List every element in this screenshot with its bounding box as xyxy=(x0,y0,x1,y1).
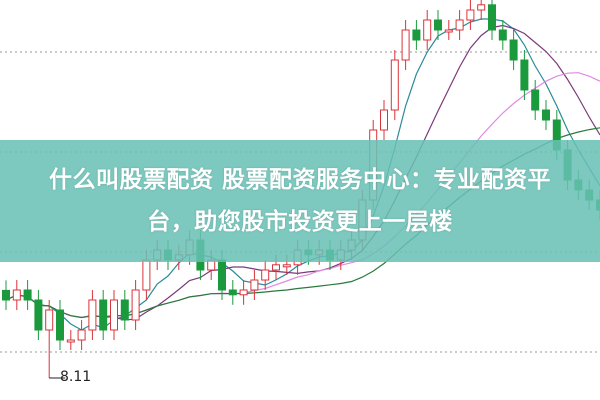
candle-body xyxy=(66,339,75,343)
candle-body xyxy=(466,9,475,21)
candle-body xyxy=(120,299,129,321)
candle-body xyxy=(239,289,248,296)
candle-body xyxy=(423,19,432,41)
candle-body xyxy=(261,269,270,281)
candle-body xyxy=(218,259,226,291)
candle-body xyxy=(142,259,151,291)
candle-body xyxy=(455,19,464,31)
candle-body xyxy=(131,289,140,321)
candle-body xyxy=(542,109,550,121)
candle-body xyxy=(509,39,518,61)
candle-body xyxy=(56,309,64,341)
candle-body xyxy=(272,264,280,271)
banner-title-line-1: 什么叫股票配资 股票配资服务中心：专业配资平 xyxy=(48,167,551,193)
candle-body xyxy=(99,299,108,331)
candle-body xyxy=(434,19,442,31)
candle-body xyxy=(250,279,259,291)
candle-body xyxy=(77,329,86,341)
candle-body xyxy=(488,4,496,31)
candle-body xyxy=(110,299,118,331)
candle-body xyxy=(520,59,529,91)
candle-body xyxy=(45,309,54,331)
candle-body xyxy=(444,29,453,33)
candle-body xyxy=(401,29,410,61)
candle-body xyxy=(12,289,21,301)
banner-title-line-2: 台，助您股市投资更上一层楼 xyxy=(147,209,453,235)
candle-body xyxy=(498,29,507,41)
candle-body xyxy=(34,299,43,331)
title-banner: 什么叫股票配资 股票配资服务中心：专业配资平 台，助您股市投资更上一层楼 xyxy=(0,140,600,262)
candle-body xyxy=(531,89,540,111)
low-price-label: 8.11 xyxy=(60,369,92,385)
candle-body xyxy=(412,29,421,41)
candle-body xyxy=(477,4,486,11)
candle-body xyxy=(88,299,97,331)
candle-body xyxy=(2,289,10,301)
candle-body xyxy=(282,264,291,268)
candle-body xyxy=(23,289,32,301)
candle-body xyxy=(390,59,399,111)
candle-body xyxy=(228,289,237,296)
candle-body xyxy=(380,109,388,131)
